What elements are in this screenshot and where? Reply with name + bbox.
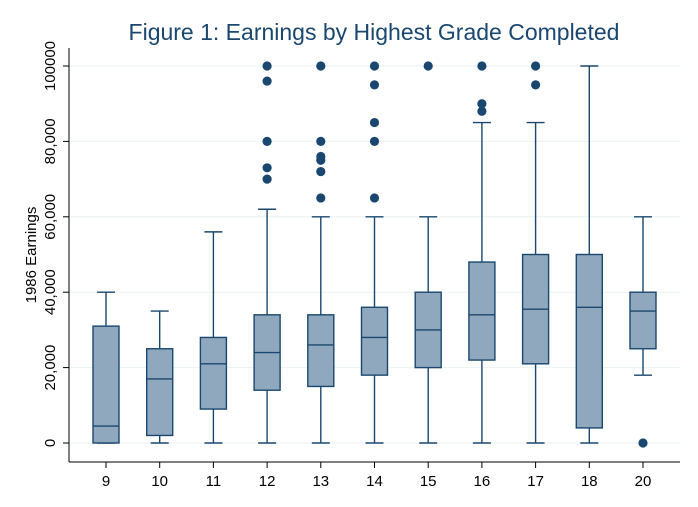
iqr-box: [145, 348, 174, 437]
y-axis-ticks: 0 20,000 40,000 60,000 80,000 100000: [42, 41, 69, 447]
outlier-point: [316, 193, 326, 203]
outlier-point: [316, 166, 326, 177]
box-grade-13: [307, 61, 335, 444]
box-grade-14: [360, 61, 389, 444]
boxes-layer: [92, 61, 657, 448]
outlier-point: [638, 438, 648, 448]
box-grade-10: [145, 310, 174, 444]
y-tick-label: 0: [42, 439, 59, 447]
iqr-box: [199, 336, 228, 410]
x-tick-label: 11: [206, 473, 222, 490]
box-grade-15: [414, 61, 442, 444]
x-tick-label: 12: [259, 473, 276, 490]
x-tick-label: 15: [420, 473, 437, 490]
outlier-point: [262, 136, 272, 146]
outlier-point: [262, 174, 272, 184]
iqr-box: [468, 261, 496, 361]
iqr-box: [92, 325, 120, 444]
outlier-point: [262, 163, 272, 173]
y-axis-label: 1986 Earnings: [23, 207, 40, 304]
box-grade-16: [468, 61, 496, 444]
outlier-point: [316, 151, 326, 162]
outlier-point: [477, 106, 487, 116]
outlier-point: [477, 99, 487, 109]
box-grade-11: [199, 231, 228, 444]
iqr-box: [575, 253, 603, 429]
outlier-point: [316, 136, 326, 146]
outlier-point: [369, 80, 380, 90]
outlier-point: [369, 117, 380, 128]
y-tick-label: 60,000: [42, 194, 59, 240]
x-tick-label: 10: [151, 473, 168, 490]
iqr-box: [360, 306, 389, 376]
outlier-point: [423, 61, 433, 71]
iqr-box: [307, 314, 335, 388]
chart-title: Figure 1: Earnings by Highest Grade Comp…: [129, 19, 620, 45]
iqr-box: [629, 291, 657, 350]
outlier-point: [369, 193, 380, 203]
x-tick-label: 17: [527, 473, 544, 490]
outlier-point: [262, 61, 272, 71]
y-tick-label: 20,000: [42, 345, 59, 391]
x-tick-label: 13: [312, 473, 329, 490]
y-tick-label: 40,000: [42, 269, 59, 315]
x-tick-label: 18: [581, 473, 598, 490]
y-tick-label: 80,000: [42, 118, 59, 164]
box-grade-18: [575, 65, 603, 444]
outlier-point: [369, 136, 380, 146]
outlier-point: [369, 61, 380, 71]
box-grade-12: [253, 61, 281, 444]
x-tick-label: 20: [635, 473, 652, 490]
box-grade-20: [629, 216, 657, 448]
x-tick-label: 9: [102, 473, 110, 490]
outlier-point: [477, 61, 487, 71]
x-tick-label: 16: [474, 473, 491, 490]
outlier-point: [262, 76, 272, 86]
outlier-point: [316, 61, 326, 71]
x-tick-label: 14: [366, 473, 383, 490]
outlier-point: [531, 61, 541, 71]
box-grade-17: [521, 61, 550, 444]
y-tick-label: 100000: [42, 41, 59, 91]
box-grade-9: [92, 291, 120, 444]
x-axis-ticks: 9 10 11 12 13 14 15 16 17 18 20: [102, 462, 652, 490]
outlier-point: [531, 80, 541, 90]
